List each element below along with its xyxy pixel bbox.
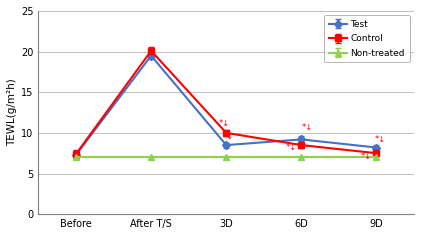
- Text: *↓: *↓: [218, 119, 229, 128]
- Text: *↓: *↓: [223, 132, 234, 141]
- Legend: Test, Control, Non-treated: Test, Control, Non-treated: [324, 16, 410, 62]
- Text: *↓: *↓: [375, 135, 386, 144]
- Text: *↓: *↓: [361, 152, 372, 161]
- Y-axis label: TEWL(g/m²h): TEWL(g/m²h): [7, 79, 17, 147]
- Text: *↓: *↓: [302, 123, 313, 132]
- Text: *↓: *↓: [286, 143, 297, 152]
